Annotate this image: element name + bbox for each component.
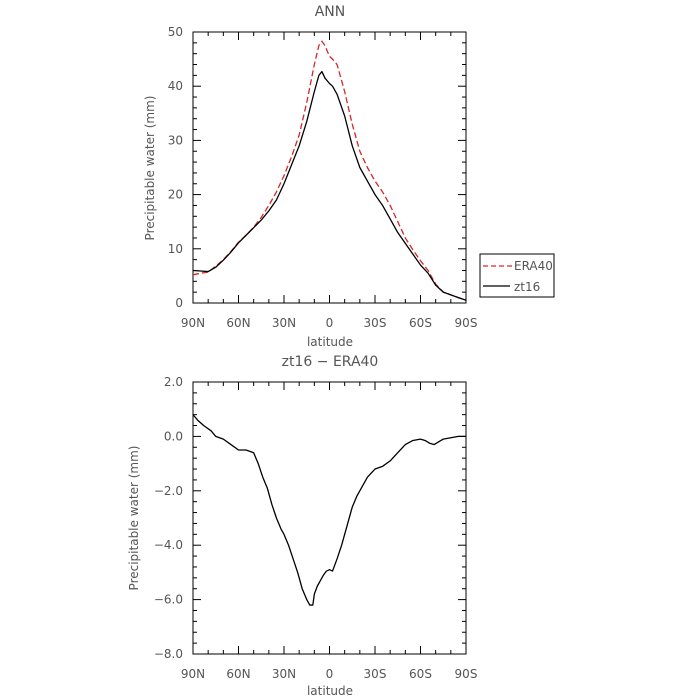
bottom-series-lines [192,414,466,606]
top-plot-frame [192,31,467,304]
top-x-tick-label: 30S [364,316,387,330]
top-y-tick-label: 30 [168,133,183,147]
top-panel: ANN 90N 60N 30N 0 30S 60S 90S 0 10 20 30 40 50 latit… [143,4,555,349]
legend-era40-label: ERA40 [514,259,553,273]
top-x-tick-label: 90S [455,316,478,330]
bottom-y-tick-label: 0.0 [164,429,183,443]
bottom-tick-labels: 90N 60N 30N 0 30S 60S 90S 2.0 0.0 −2.0 −4.0 −6.0 −8.… [154,375,478,681]
bottom-y-tick-label: −8.0 [154,647,183,661]
bottom-x-tick-label: 30S [364,667,387,681]
top-y-tick-label: 40 [168,79,183,93]
legend-zt16-label: zt16 [514,280,540,294]
bottom-y-tick-label: −4.0 [154,538,183,552]
top-ticks [192,31,467,304]
top-x-axis-label: latitude [307,335,353,349]
top-y-tick-label: 0 [175,296,183,310]
bottom-x-tick-label: 90N [181,667,205,681]
top-series-line-zt16 [192,70,467,301]
top-series-lines [192,40,467,301]
bottom-y-tick-label: −2.0 [154,484,183,498]
bottom-chart-title: zt16 − ERA40 [282,354,379,370]
top-y-tick-label: 20 [168,188,183,202]
bottom-x-tick-label: 60S [409,667,432,681]
top-x-tick-label: 90N [181,316,205,330]
top-series-line-era40 [192,40,467,301]
bottom-x-tick-label: 0 [326,667,334,681]
bottom-y-axis-label: Precipitable water (mm) [127,446,141,591]
top-x-tick-label: 60S [409,316,432,330]
legend: ERA40 zt16 [479,253,555,298]
bottom-x-tick-label: 30N [272,667,296,681]
top-tick-labels: 90N 60N 30N 0 30S 60S 90S 0 10 20 30 40 50 [168,25,478,330]
bottom-y-tick-label: −6.0 [154,593,183,607]
legend-box [479,253,555,298]
top-x-tick-label: 30N [272,316,296,330]
top-chart-title: ANN [315,4,346,20]
bottom-ticks [192,381,467,655]
top-x-tick-label: 0 [326,316,334,330]
bottom-plot-frame [192,381,467,655]
bottom-series-line-difference [192,414,466,606]
bottom-y-tick-label: 2.0 [164,375,183,389]
top-x-tick-label: 60N [226,316,250,330]
top-y-tick-label: 10 [168,242,183,256]
bottom-panel: zt16 − ERA40 90N 60N 30N 0 30S 60S 90S 2.0 0.0 −2… [127,354,477,698]
top-y-axis-label: Precipitable water (mm) [143,96,157,241]
top-y-tick-label: 50 [168,25,183,39]
bottom-x-axis-label: latitude [307,684,353,698]
bottom-x-tick-label: 90S [455,667,478,681]
bottom-x-tick-label: 60N [226,667,250,681]
